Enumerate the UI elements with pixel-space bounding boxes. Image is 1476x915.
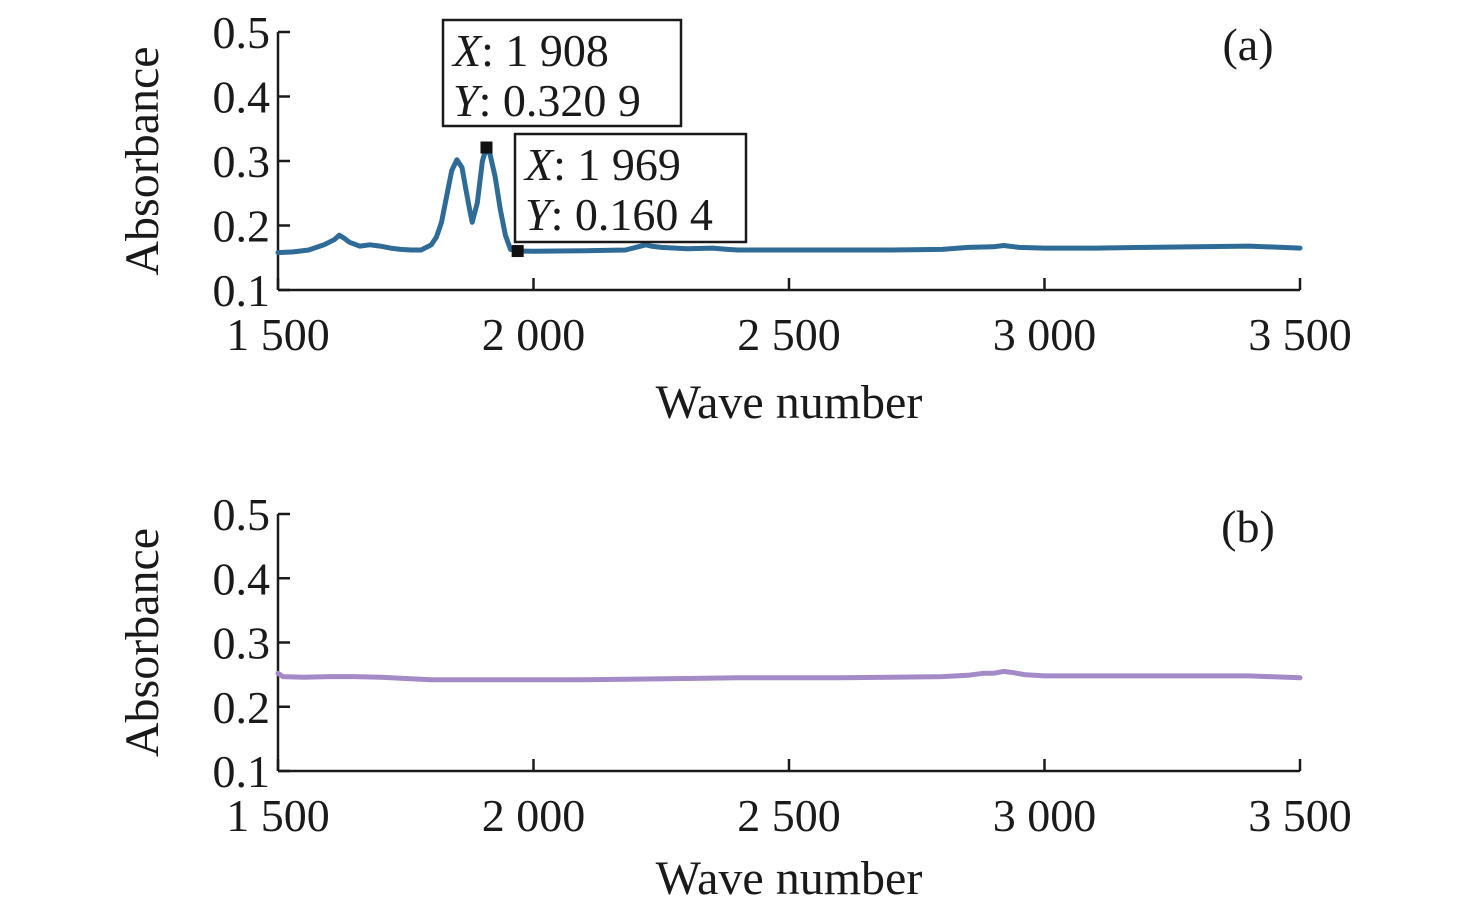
series-line-spectrum-b [275, 668, 1303, 683]
x-tick-label: 3 500 [1248, 309, 1352, 360]
chart-panel-a: 0.1 0.2 0.3 0.4 0.5 1 500 2 000 2 500 3 000 3 500… [116, 7, 1352, 429]
data-tip-x-text: X: 1 908 [451, 25, 609, 76]
y-tick-label: 0.3 [213, 618, 271, 669]
x-tick-label: 2 000 [482, 309, 586, 360]
x-tick-label: 2 500 [737, 790, 841, 841]
x-axis-title: Wave number [656, 852, 923, 905]
data-tip-y-text: Y: 0.320 9 [453, 75, 641, 126]
y-tick-label: 0.5 [213, 7, 271, 58]
data-tip-x-text: X: 1 969 [523, 139, 681, 190]
data-tip-y-text: Y: 0.160 4 [525, 189, 713, 240]
x-tick-label: 2 500 [737, 309, 841, 360]
x-tick-label: 3 500 [1248, 790, 1352, 841]
y-tick-label: 0.1 [213, 746, 271, 797]
y-tick-label: 0.3 [213, 136, 271, 187]
data-tip-box [513, 132, 748, 244]
x-tick-label: 1 500 [226, 309, 330, 360]
data-tip-marker [480, 141, 493, 154]
x-tick-label: 3 000 [993, 790, 1097, 841]
x-tick-label: 3 000 [993, 309, 1097, 360]
data-tip-marker [511, 245, 524, 258]
series-line-spectrum-a [275, 145, 1303, 256]
x-tick-label: 1 500 [226, 790, 330, 841]
y-axis-title: Absorbance [116, 46, 169, 275]
y-axis-title: Absorbance [116, 528, 169, 757]
y-tick-label: 0.2 [213, 201, 271, 252]
panel-label: (a) [1222, 19, 1273, 70]
y-tick-label: 0.4 [213, 553, 271, 604]
x-axis-title: Wave number [656, 376, 923, 429]
chart-panel-b: 0.1 0.2 0.3 0.4 0.5 1 500 2 000 2 500 3 000 3 500… [116, 489, 1352, 905]
y-tick-label: 0.1 [213, 265, 271, 316]
y-tick-label: 0.5 [213, 489, 271, 540]
data-tip-box [441, 18, 683, 128]
panel-label: (b) [1221, 501, 1275, 552]
y-tick-label: 0.2 [213, 682, 271, 733]
y-tick-label: 0.4 [213, 72, 271, 123]
x-tick-label: 2 000 [482, 790, 586, 841]
